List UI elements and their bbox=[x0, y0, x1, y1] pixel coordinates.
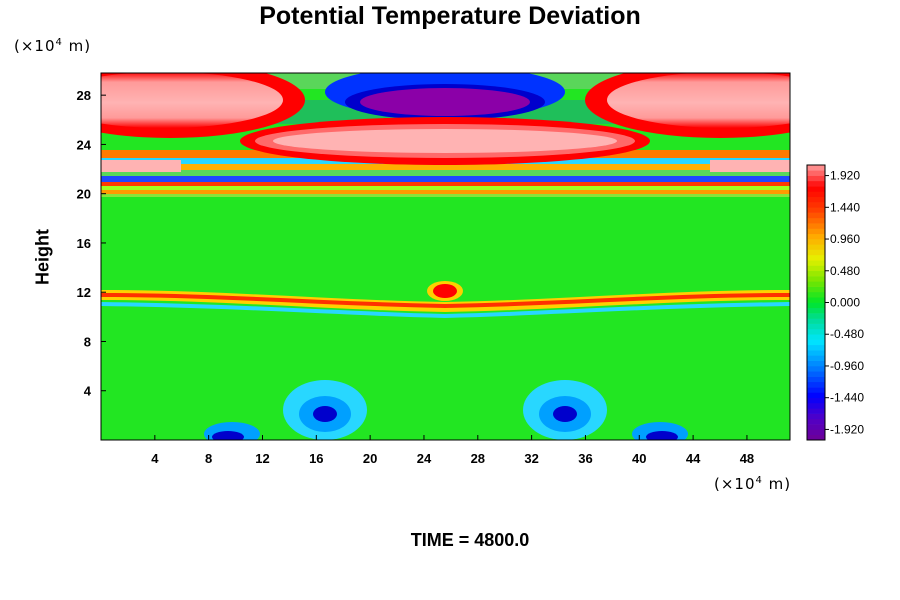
colorbar-segment bbox=[807, 239, 825, 245]
x-tick-label: 24 bbox=[417, 451, 432, 466]
colorbar-segment bbox=[807, 344, 825, 351]
colorbar-segment bbox=[807, 180, 825, 187]
colorbar-label: 0.960 bbox=[830, 232, 860, 246]
colorbar-segment bbox=[807, 276, 825, 282]
colorbar-label: 0.000 bbox=[830, 296, 860, 310]
colorbar-segment bbox=[807, 360, 825, 367]
colorbar-segment bbox=[807, 228, 825, 235]
colorbar-label: -0.480 bbox=[830, 327, 864, 341]
x-tick-label: 12 bbox=[255, 451, 269, 466]
colorbar-segment bbox=[807, 397, 825, 404]
x-tick-label: 40 bbox=[632, 451, 646, 466]
colorbar-segment bbox=[807, 418, 825, 425]
colorbar-segment bbox=[807, 202, 825, 208]
plot-frame bbox=[100, 72, 791, 441]
colorbar-segment bbox=[807, 334, 825, 340]
y-tick-label: 16 bbox=[77, 236, 91, 251]
colorbar-label: 1.920 bbox=[830, 169, 860, 183]
colorbar-segment bbox=[807, 170, 825, 176]
colorbar-label: 0.480 bbox=[830, 264, 860, 278]
colorbar-segment bbox=[807, 223, 825, 229]
y-tick-label: 12 bbox=[77, 285, 91, 300]
colorbar-segment bbox=[807, 191, 825, 198]
x-tick-label: 16 bbox=[309, 451, 323, 466]
colorbar-segment bbox=[807, 381, 825, 388]
colorbar-segment bbox=[807, 207, 825, 213]
x-axis: 4 8 12 16 20 24 28 32 36 40 44 48 bbox=[151, 435, 754, 466]
colorbar-segment bbox=[807, 270, 825, 277]
y-tick-label: 4 bbox=[84, 384, 92, 399]
colorbar-segment bbox=[807, 281, 825, 287]
heatmap-field bbox=[101, 73, 790, 440]
colorbar-segment bbox=[807, 402, 825, 409]
colorbar-segment bbox=[807, 254, 825, 261]
colorbar-segment bbox=[807, 196, 825, 203]
x-tick-label: 36 bbox=[578, 451, 592, 466]
x-tick-label: 8 bbox=[205, 451, 212, 466]
colorbar-segment bbox=[807, 307, 825, 314]
colorbar-segment bbox=[807, 339, 825, 346]
colorbar-segment bbox=[807, 265, 825, 272]
y-axis: 4 8 12 16 20 24 28 bbox=[77, 88, 106, 399]
colorbar-segment bbox=[807, 313, 825, 319]
colorbar-segment bbox=[807, 212, 825, 219]
y-tick-label: 24 bbox=[77, 137, 92, 152]
y-tick-label: 8 bbox=[84, 334, 91, 349]
x-unit-label: (×104 m) bbox=[714, 475, 792, 493]
x-tick-label: 32 bbox=[524, 451, 538, 466]
colorbar-segment bbox=[807, 165, 825, 171]
colorbar-segment bbox=[807, 434, 825, 441]
colorbar-segment bbox=[807, 328, 825, 335]
y-unit-label: (×104 m) bbox=[14, 37, 92, 55]
colorbar-label: -1.440 bbox=[830, 391, 864, 405]
y-tick-label: 20 bbox=[77, 187, 91, 202]
colorbar-segment bbox=[807, 350, 825, 356]
colorbar-segment bbox=[807, 302, 825, 309]
colorbar-segment bbox=[807, 424, 825, 430]
colorbar-segment bbox=[807, 297, 825, 303]
colorbar-segment bbox=[807, 413, 825, 420]
colorbar-segment bbox=[807, 429, 825, 436]
x-tick-label: 4 bbox=[151, 451, 159, 466]
colorbar-label: -1.920 bbox=[830, 422, 864, 436]
colorbar-segment bbox=[807, 392, 825, 398]
colorbar-label: -0.960 bbox=[830, 359, 864, 373]
chart-title: Potential Temperature Deviation bbox=[259, 2, 641, 30]
x-tick-label: 20 bbox=[363, 451, 377, 466]
colorbar-segment bbox=[807, 286, 825, 293]
colorbar-segment bbox=[807, 260, 825, 266]
colorbar-segment bbox=[807, 355, 825, 361]
colorbar-segment bbox=[807, 217, 825, 224]
x-tick-label: 48 bbox=[740, 451, 754, 466]
x-tick-label: 28 bbox=[471, 451, 485, 466]
colorbar-segment bbox=[807, 175, 825, 182]
colorbar-segment bbox=[807, 244, 825, 250]
colorbar-segment bbox=[807, 318, 825, 324]
x-tick-label: 44 bbox=[686, 451, 701, 466]
colorbar-segment bbox=[807, 186, 825, 192]
colorbar-segment bbox=[807, 365, 825, 372]
colorbar-segment bbox=[807, 387, 825, 393]
colorbar-segment bbox=[807, 376, 825, 383]
y-tick-label: 28 bbox=[77, 88, 91, 103]
colorbar-label: 1.440 bbox=[830, 200, 860, 214]
colorbar: 1.920 1.440 0.960 0.480 0.000 -0.480 -0.960 -1.… bbox=[806, 164, 864, 441]
colorbar-segment bbox=[807, 249, 825, 256]
colorbar-segment bbox=[807, 323, 825, 330]
colorbar-segment bbox=[807, 371, 825, 377]
time-label: TIME = 4800.0 bbox=[410, 530, 530, 550]
colorbar-segment bbox=[807, 233, 825, 240]
colorbar-segment bbox=[807, 291, 825, 298]
colorbar-segment bbox=[807, 408, 825, 414]
